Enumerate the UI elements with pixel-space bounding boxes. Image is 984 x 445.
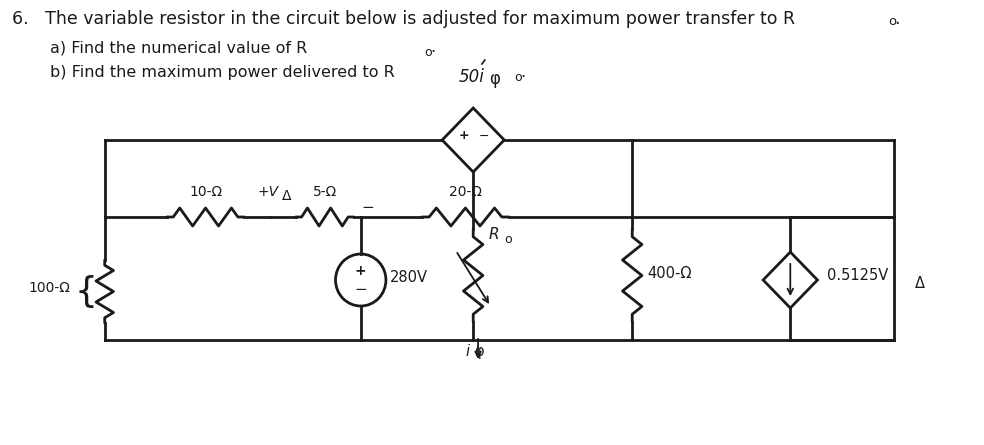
Text: 50i: 50i xyxy=(459,68,484,86)
Text: 6.   The variable resistor in the circuit below is adjusted for maximum power tr: 6. The variable resistor in the circuit … xyxy=(12,10,795,28)
Text: o: o xyxy=(889,15,896,28)
Text: φ: φ xyxy=(489,70,500,88)
Text: 400-Ω: 400-Ω xyxy=(647,266,692,281)
Text: +: + xyxy=(355,264,366,278)
Text: i: i xyxy=(465,344,469,359)
Text: .: . xyxy=(894,10,899,28)
Text: −: − xyxy=(478,129,489,142)
Text: 5-Ω: 5-Ω xyxy=(313,185,337,199)
Text: o: o xyxy=(504,233,512,246)
Text: +V: +V xyxy=(257,185,278,199)
Text: φ: φ xyxy=(474,344,484,359)
Text: 20-Ω: 20-Ω xyxy=(449,185,482,199)
Text: o: o xyxy=(425,46,432,59)
Text: b) Find the maximum power delivered to R: b) Find the maximum power delivered to R xyxy=(50,65,396,80)
Text: .: . xyxy=(520,65,524,80)
Text: {: { xyxy=(75,275,98,308)
Text: Δ: Δ xyxy=(282,189,292,203)
Text: R: R xyxy=(489,227,499,242)
Text: 10-Ω: 10-Ω xyxy=(189,185,222,199)
Text: −: − xyxy=(362,199,375,214)
Text: a) Find the numerical value of R: a) Find the numerical value of R xyxy=(50,40,308,55)
Text: Δ: Δ xyxy=(914,276,924,291)
Text: o: o xyxy=(514,71,522,84)
Text: 280V: 280V xyxy=(390,271,428,286)
Text: .: . xyxy=(431,40,436,55)
Text: +: + xyxy=(459,129,468,142)
Text: 100-Ω: 100-Ω xyxy=(29,282,71,295)
Text: 0.5125V: 0.5125V xyxy=(828,268,889,283)
Text: −: − xyxy=(354,282,367,296)
